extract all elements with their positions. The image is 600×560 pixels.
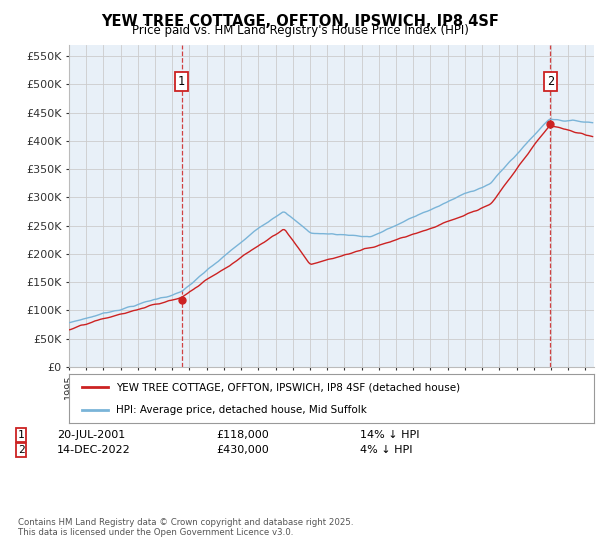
Text: 4% ↓ HPI: 4% ↓ HPI	[360, 445, 413, 455]
Text: 1: 1	[178, 75, 185, 88]
Text: YEW TREE COTTAGE, OFFTON, IPSWICH, IP8 4SF (detached house): YEW TREE COTTAGE, OFFTON, IPSWICH, IP8 4…	[116, 382, 460, 393]
Text: YEW TREE COTTAGE, OFFTON, IPSWICH, IP8 4SF: YEW TREE COTTAGE, OFFTON, IPSWICH, IP8 4…	[101, 14, 499, 29]
Text: Contains HM Land Registry data © Crown copyright and database right 2025.
This d: Contains HM Land Registry data © Crown c…	[18, 518, 353, 538]
Text: 1: 1	[17, 430, 25, 440]
Text: £430,000: £430,000	[216, 445, 269, 455]
Text: 14-DEC-2022: 14-DEC-2022	[57, 445, 131, 455]
Text: 14% ↓ HPI: 14% ↓ HPI	[360, 430, 419, 440]
Text: 20-JUL-2001: 20-JUL-2001	[57, 430, 125, 440]
Text: £118,000: £118,000	[216, 430, 269, 440]
Text: Price paid vs. HM Land Registry's House Price Index (HPI): Price paid vs. HM Land Registry's House …	[131, 24, 469, 36]
Text: 2: 2	[547, 75, 554, 88]
Text: 2: 2	[17, 445, 25, 455]
Text: HPI: Average price, detached house, Mid Suffolk: HPI: Average price, detached house, Mid …	[116, 405, 367, 416]
